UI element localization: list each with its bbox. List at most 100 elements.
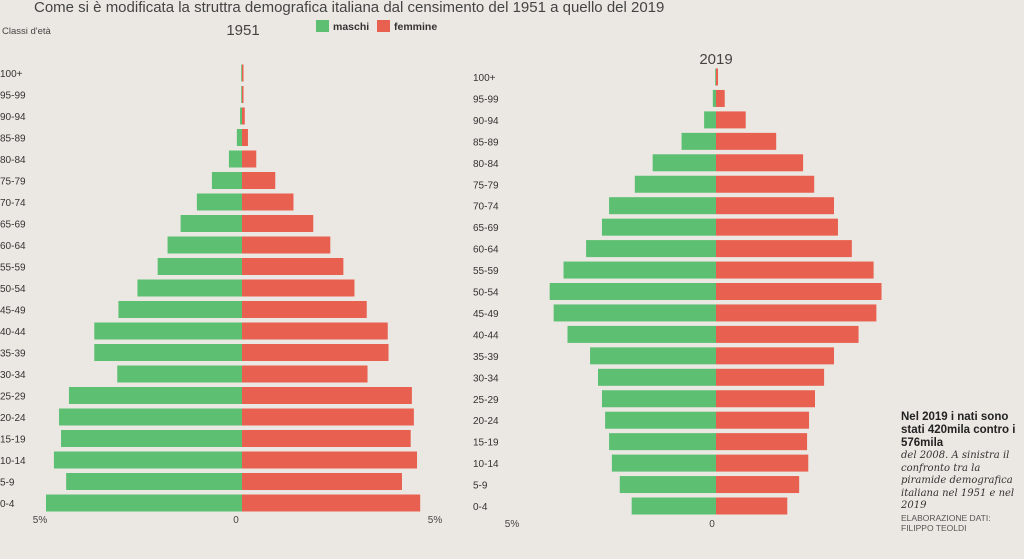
age-label: 50-54 — [473, 288, 499, 299]
bar-maschi-40-44 — [567, 325, 716, 343]
bar-femmine-45-49 — [716, 304, 877, 322]
age-label: 75-79 — [0, 177, 26, 188]
age-label: 5-9 — [473, 481, 488, 492]
bar-maschi-55-59 — [157, 258, 242, 275]
bar-maschi-45-49 — [553, 304, 716, 322]
bar-maschi-50-54 — [137, 279, 242, 297]
age-label: 0-4 — [0, 499, 15, 510]
legend-swatch-maschi — [316, 20, 329, 32]
bar-femmine-35-39 — [716, 347, 835, 365]
chart-title-1951: 1951 — [226, 22, 259, 39]
age-label: 15-19 — [473, 438, 499, 449]
x-tick-label: 5% — [428, 515, 443, 526]
bar-maschi-20-24 — [59, 408, 242, 426]
age-label: 80-84 — [0, 155, 26, 166]
bar-femmine-30-34 — [242, 365, 368, 383]
age-label: 10-14 — [0, 456, 26, 467]
bar-maschi-45-49 — [118, 301, 242, 318]
x-tick-label: 0 — [233, 515, 239, 526]
bar-femmine-20-24 — [242, 408, 414, 426]
bar-femmine-10-14 — [716, 454, 809, 472]
bar-femmine-25-29 — [242, 387, 412, 404]
age-label: 55-59 — [0, 263, 26, 274]
age-label: 30-34 — [0, 370, 26, 381]
bar-maschi-40-44 — [94, 322, 243, 340]
bar-femmine-60-64 — [242, 236, 331, 254]
bar-maschi-0-4 — [45, 494, 243, 512]
bar-femmine-70-74 — [242, 193, 294, 211]
bar-maschi-90-94 — [704, 111, 716, 129]
bar-maschi-95-99 — [241, 86, 243, 103]
age-label: 0-4 — [473, 502, 488, 513]
age-label: 90-94 — [0, 112, 26, 123]
bar-maschi-70-74 — [196, 193, 242, 211]
age-label: 5-9 — [0, 478, 15, 489]
bar-femmine-30-34 — [716, 368, 825, 386]
age-label: 60-64 — [473, 245, 499, 256]
bar-maschi-85-89 — [236, 129, 242, 146]
age-label: 95-99 — [473, 94, 499, 105]
bar-maschi-30-34 — [117, 365, 242, 383]
bar-femmine-75-79 — [242, 172, 276, 189]
bar-femmine-70-74 — [716, 197, 835, 215]
bar-maschi-100+ — [715, 68, 717, 86]
age-label: 20-24 — [473, 416, 499, 427]
legend-label-maschi: maschi — [333, 21, 369, 33]
legend-label-femmine: femmine — [394, 21, 437, 33]
age-label: 60-64 — [0, 241, 26, 252]
bar-maschi-75-79 — [634, 175, 716, 193]
chart-title-2019: 2019 — [699, 51, 732, 68]
legend-swatch-femmine — [377, 20, 390, 32]
bar-femmine-0-4 — [242, 494, 421, 512]
bar-femmine-100+ — [242, 64, 244, 82]
age-label: 90-94 — [473, 116, 499, 127]
age-label: 20-24 — [0, 413, 26, 424]
note-headline: Nel 2019 i nati sono stati 420mila contr… — [901, 411, 1016, 449]
bar-femmine-80-84 — [242, 150, 257, 168]
bar-maschi-0-4 — [631, 497, 716, 515]
bar-femmine-85-89 — [242, 129, 248, 146]
bar-maschi-65-69 — [601, 218, 716, 236]
bar-femmine-95-99 — [242, 86, 244, 103]
bar-maschi-10-14 — [611, 454, 716, 472]
bar-maschi-15-19 — [609, 433, 716, 451]
bar-maschi-70-74 — [609, 197, 716, 215]
age-label: 40-44 — [0, 327, 26, 338]
bar-femmine-0-4 — [716, 497, 788, 515]
age-label: 95-99 — [0, 91, 26, 102]
bar-femmine-90-94 — [242, 107, 245, 125]
bar-maschi-75-79 — [211, 172, 242, 189]
bar-femmine-50-54 — [716, 283, 882, 300]
bar-femmine-95-99 — [716, 89, 725, 107]
x-tick-label: 5% — [505, 519, 520, 530]
note-source: ELABORAZIONE DATI: FILIPPO TEOLDI — [901, 512, 991, 533]
caption-note: Nel 2019 i nati sono stati 420mila contr… — [901, 411, 1021, 533]
note-body: del 2008. A sinistra il confronto tra la… — [901, 450, 1015, 512]
bar-femmine-50-54 — [242, 279, 355, 297]
age-label: 55-59 — [473, 266, 499, 277]
bar-femmine-80-84 — [716, 154, 804, 172]
bar-maschi-35-39 — [590, 347, 716, 365]
bar-femmine-65-69 — [242, 215, 314, 232]
age-label: 45-49 — [0, 306, 26, 317]
x-tick-label: 0 — [709, 519, 715, 530]
age-label: 65-69 — [0, 220, 26, 231]
age-label: 25-29 — [0, 392, 26, 403]
bar-maschi-60-64 — [167, 236, 242, 254]
bar-femmine-60-64 — [716, 240, 852, 258]
bar-maschi-65-69 — [180, 215, 242, 232]
age-label: 15-19 — [0, 435, 26, 446]
bar-maschi-25-29 — [601, 390, 716, 408]
age-label: 35-39 — [0, 349, 26, 360]
bar-maschi-95-99 — [712, 89, 716, 107]
bar-maschi-25-29 — [68, 387, 242, 404]
bar-maschi-5-9 — [66, 473, 243, 490]
bar-maschi-15-19 — [61, 430, 242, 447]
age-label: 85-89 — [473, 137, 499, 148]
bar-femmine-40-44 — [716, 325, 859, 343]
bar-femmine-55-59 — [716, 261, 874, 279]
page-title: Come si è modificata la struttra demogra… — [34, 0, 665, 16]
bar-femmine-20-24 — [716, 411, 810, 429]
age-label: 50-54 — [0, 284, 26, 295]
